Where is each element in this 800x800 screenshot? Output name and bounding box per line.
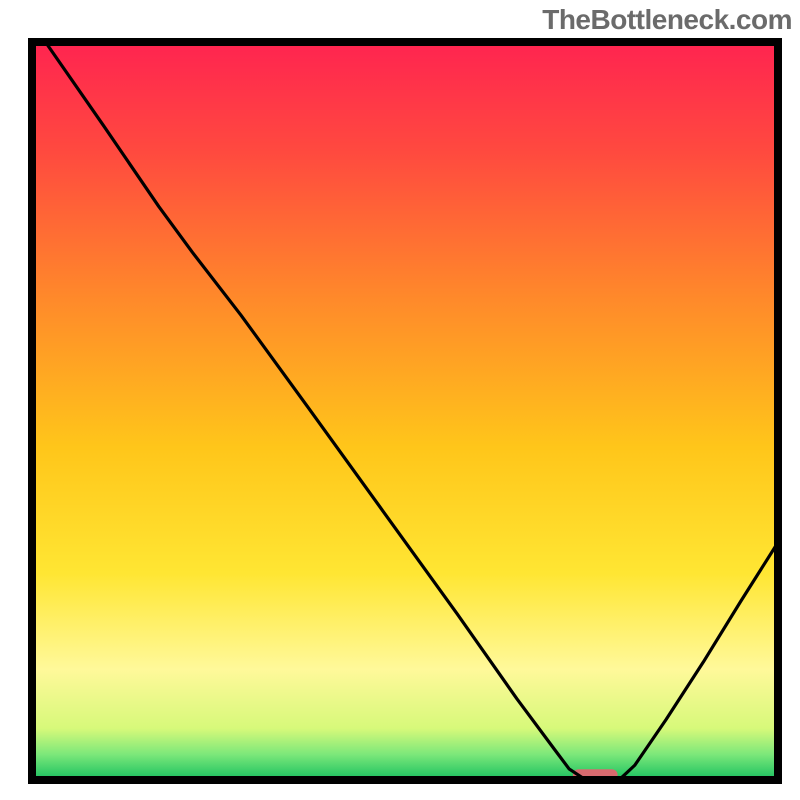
gradient-background (32, 42, 778, 780)
watermark-text: TheBottleneck.com (542, 4, 792, 36)
plot-svg (0, 0, 800, 800)
bottleneck-chart: TheBottleneck.com (0, 0, 800, 800)
